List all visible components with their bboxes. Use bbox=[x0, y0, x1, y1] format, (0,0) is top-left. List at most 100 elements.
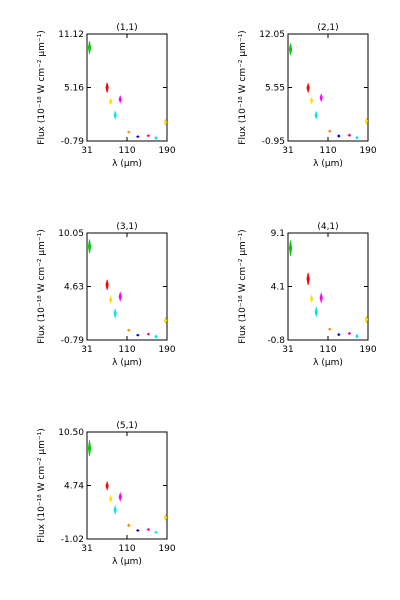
x-tick-label: 190 bbox=[359, 146, 376, 156]
data-point bbox=[364, 117, 369, 126]
x-tick-label: 110 bbox=[319, 146, 336, 156]
plot-title: (1,1) bbox=[116, 23, 137, 33]
data-point bbox=[87, 41, 92, 55]
y-tick-label: -0.8 bbox=[267, 336, 285, 346]
data-point bbox=[314, 306, 318, 318]
x-tick-label: 31 bbox=[81, 544, 92, 554]
y-tick-label: 5.16 bbox=[64, 84, 84, 94]
data-point bbox=[146, 528, 151, 531]
x-tick-label: 31 bbox=[81, 146, 92, 156]
data-point bbox=[337, 332, 341, 337]
y-tick-label: 4.1 bbox=[271, 283, 285, 293]
data-point bbox=[126, 328, 131, 332]
y-tick-label: 9.1 bbox=[271, 229, 285, 239]
y-tick-label: 5.55 bbox=[265, 84, 285, 94]
y-axis-label: Flux (10⁻¹⁸ W cm⁻² μm⁻¹) bbox=[238, 229, 248, 343]
data-point bbox=[154, 135, 158, 140]
subplot-5: (5,1) 31 110 190 10.50 4.74 -1.02 λ (μm) Flux (1… bbox=[37, 421, 176, 567]
x-axis-label: λ (μm) bbox=[112, 159, 142, 169]
data-point bbox=[355, 333, 359, 339]
data-point bbox=[113, 505, 117, 516]
y-tick-label: 10.05 bbox=[58, 229, 84, 239]
x-axis-label: λ (μm) bbox=[112, 358, 142, 368]
x-tick-label: 190 bbox=[158, 146, 175, 156]
subplot-4: (4,1) 31 110 190 9.1 4.1 -0.8 λ (μm) Flux (10⁻¹⁸… bbox=[238, 222, 377, 368]
data-point bbox=[87, 440, 92, 457]
y-tick-label: 12.05 bbox=[259, 30, 285, 40]
data-point bbox=[118, 492, 122, 503]
y-tick-label: 4.74 bbox=[64, 482, 84, 492]
data-point bbox=[146, 134, 151, 138]
data-point bbox=[135, 333, 140, 337]
data-point bbox=[118, 291, 122, 302]
x-axis-label: λ (μm) bbox=[313, 358, 343, 368]
x-tick-label: 31 bbox=[81, 345, 92, 355]
data-point bbox=[109, 295, 113, 304]
data-point bbox=[105, 82, 109, 93]
data-point bbox=[319, 93, 323, 103]
data-point bbox=[328, 129, 332, 133]
y-tick-label: 10.50 bbox=[58, 428, 84, 438]
y-tick-label: 4.63 bbox=[64, 283, 84, 293]
data-point bbox=[105, 279, 109, 290]
data-point bbox=[163, 513, 168, 522]
plot-frame bbox=[287, 33, 369, 142]
data-point bbox=[127, 523, 131, 528]
data-point bbox=[364, 315, 369, 324]
data-point bbox=[314, 110, 318, 120]
data-point bbox=[288, 240, 293, 256]
data-point bbox=[118, 95, 122, 104]
data-point bbox=[355, 135, 359, 140]
x-tick-label: 110 bbox=[118, 345, 135, 355]
x-axis-label: λ (μm) bbox=[313, 159, 343, 169]
x-tick-label: 31 bbox=[282, 345, 293, 355]
data-point bbox=[319, 292, 323, 304]
y-axis-label: Flux (10⁻¹⁸ W cm⁻² μm⁻¹) bbox=[37, 30, 47, 144]
x-tick-label: 190 bbox=[158, 345, 175, 355]
data-point bbox=[135, 135, 140, 138]
x-tick-label: 190 bbox=[158, 544, 175, 554]
data-point bbox=[337, 134, 341, 138]
y-tick-label: -0.95 bbox=[262, 137, 285, 147]
data-point bbox=[109, 97, 113, 106]
plot-title: (2,1) bbox=[317, 23, 338, 33]
plot-frame bbox=[86, 431, 168, 540]
data-point bbox=[126, 130, 131, 134]
data-point bbox=[87, 239, 92, 254]
data-point bbox=[310, 294, 314, 304]
data-point bbox=[154, 334, 158, 339]
data-point bbox=[288, 43, 293, 56]
data-point bbox=[347, 331, 352, 336]
plot-frame bbox=[86, 232, 168, 341]
plot-title: (5,1) bbox=[116, 421, 137, 431]
plot-title: (4,1) bbox=[317, 222, 338, 232]
subplot-2: (2,1) 31 110 190 12.05 5.55 -0.95 λ (μm) Flux (1… bbox=[238, 23, 377, 169]
data-point bbox=[306, 272, 310, 285]
plot-frame bbox=[86, 33, 168, 142]
y-axis-label: Flux (10⁻¹⁸ W cm⁻² μm⁻¹) bbox=[238, 30, 248, 144]
data-point bbox=[163, 118, 168, 126]
x-tick-label: 190 bbox=[359, 345, 376, 355]
y-tick-label: -0.79 bbox=[61, 336, 85, 346]
x-axis-label: λ (μm) bbox=[112, 557, 142, 567]
plot-title: (3,1) bbox=[116, 222, 137, 232]
data-point bbox=[310, 96, 314, 105]
y-tick-label: -1.02 bbox=[61, 535, 84, 545]
subplot-3: (3,1) 31 110 190 10.05 4.63 -0.79 λ (μm) Flux (1… bbox=[37, 222, 176, 368]
data-point bbox=[306, 82, 310, 94]
data-point bbox=[113, 308, 117, 319]
data-point bbox=[327, 327, 332, 331]
y-tick-label: 11.12 bbox=[58, 30, 84, 40]
x-tick-label: 110 bbox=[118, 146, 135, 156]
data-point bbox=[109, 495, 113, 503]
data-point bbox=[113, 110, 117, 120]
subplot-1: (1,1) 31 110 190 11.12 5.16 -0.79 λ (μm) Flux (1… bbox=[37, 23, 176, 169]
data-point bbox=[347, 133, 352, 138]
plot-frame bbox=[287, 232, 369, 341]
x-tick-label: 31 bbox=[282, 146, 293, 156]
x-tick-label: 110 bbox=[319, 345, 336, 355]
x-tick-label: 110 bbox=[118, 544, 135, 554]
data-point bbox=[105, 480, 109, 491]
y-axis-label: Flux (10⁻¹⁸ W cm⁻² μm⁻¹) bbox=[37, 229, 47, 343]
